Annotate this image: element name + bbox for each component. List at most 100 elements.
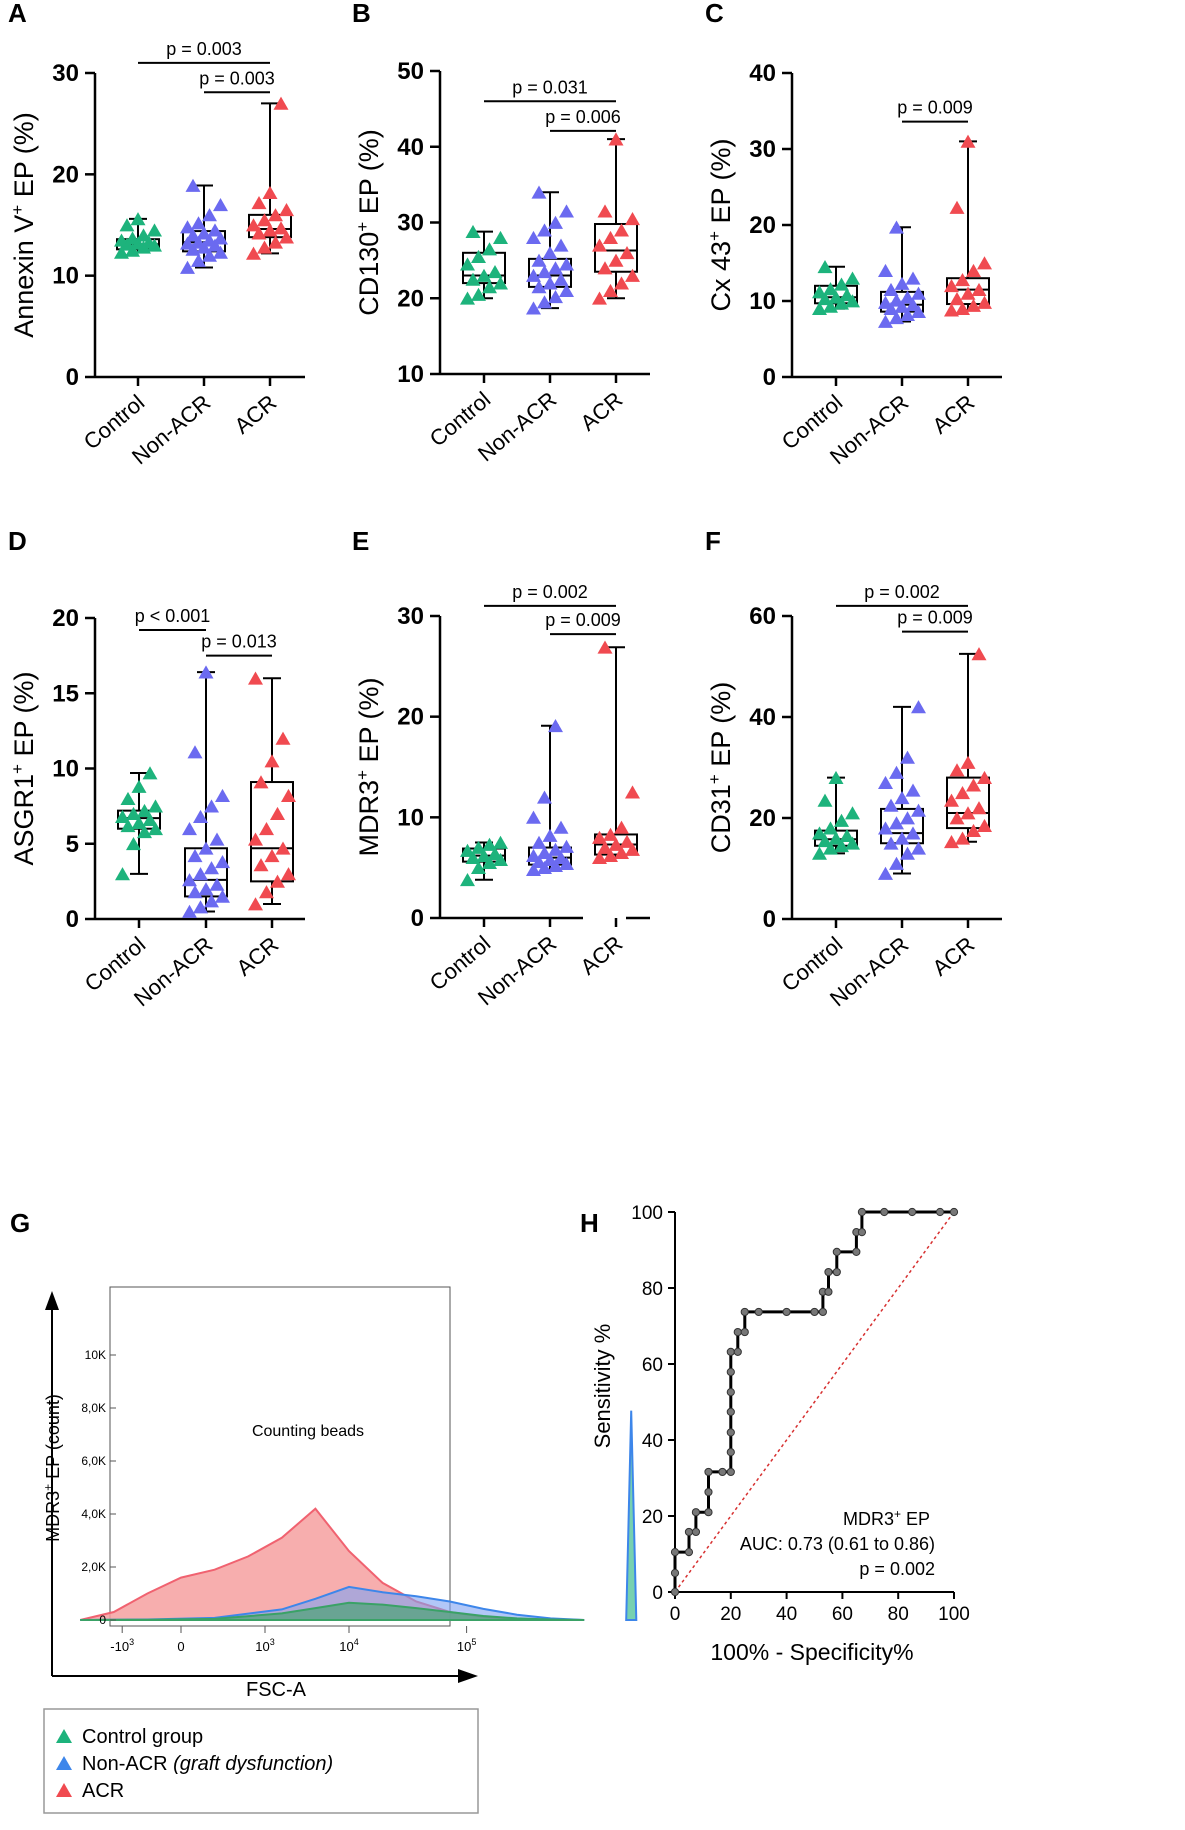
data-point <box>977 770 992 784</box>
data-point <box>949 763 965 777</box>
p-value-label: p = 0.006 <box>545 107 621 127</box>
data-point <box>526 810 541 824</box>
data-point <box>883 282 899 296</box>
roc-x-tick-label: 60 <box>832 1604 853 1625</box>
data-point <box>471 860 486 875</box>
data-point <box>625 785 640 799</box>
roc-point <box>857 1207 867 1217</box>
roc-x-tick-label: 80 <box>888 1604 909 1625</box>
roc-point <box>908 1207 917 1217</box>
y-axis-label: CD31+ EP (%) <box>705 682 736 854</box>
g-ylabel: MDR3+ EP (count) <box>41 1394 63 1542</box>
data-point <box>944 303 959 317</box>
p-value-label: p = 0.002 <box>512 582 588 602</box>
g-x-tick-label: 105 <box>457 1637 476 1654</box>
y-tick-label: 0 <box>66 906 79 933</box>
data-point <box>548 215 563 229</box>
y-tick-label: 5 <box>66 831 79 858</box>
data-point <box>264 849 280 863</box>
y-tick-label: 0 <box>763 364 776 391</box>
p-value-label: p = 0.002 <box>864 582 940 602</box>
data-point <box>812 301 827 315</box>
data-point <box>823 282 838 296</box>
roc-x-tick-label: 0 <box>670 1604 681 1625</box>
data-point <box>944 793 959 807</box>
data-point <box>960 806 976 820</box>
data-point <box>268 235 283 249</box>
y-axis-label: MDR3+ EP (%) <box>353 678 384 857</box>
legend-acr-marker <box>56 1783 72 1797</box>
panel-h: H 0 20 40 60 80 100 0 20 40 60 80 100 MDR3+ EP AUC:… <box>580 1203 970 1665</box>
data-point <box>944 834 959 849</box>
p-value-label: p = 0.003 <box>199 68 275 88</box>
data-point <box>476 268 492 282</box>
data-point <box>182 904 197 918</box>
data-point <box>251 195 267 210</box>
data-point <box>548 289 563 304</box>
data-point <box>136 228 151 242</box>
data-point <box>894 831 910 845</box>
data-point <box>625 211 640 226</box>
y-tick-label: 0 <box>763 906 776 933</box>
data-point <box>559 257 574 271</box>
data-point <box>465 272 481 286</box>
y-tick-label: 20 <box>397 704 424 731</box>
data-point <box>883 836 899 850</box>
data-point <box>592 291 607 305</box>
data-point <box>608 253 624 267</box>
roc-point <box>832 1267 841 1277</box>
data-point <box>955 786 970 800</box>
data-point <box>966 823 981 837</box>
data-point <box>977 256 992 270</box>
data-point <box>246 246 261 260</box>
histogram-control <box>80 1601 585 1621</box>
y-tick-label: 30 <box>52 60 79 87</box>
legend: Control group Non-ACR (graft dysfunction… <box>43 1708 479 1814</box>
data-point <box>114 233 129 247</box>
data-point <box>812 846 827 860</box>
data-point <box>526 862 541 877</box>
data-point <box>193 809 208 824</box>
y-tick-label: 10 <box>397 804 424 831</box>
data-point <box>531 835 547 849</box>
y-tick-label: 20 <box>52 605 79 632</box>
data-point <box>900 846 915 860</box>
data-point <box>911 700 926 714</box>
roc-point <box>733 1327 742 1337</box>
data-point <box>592 850 607 864</box>
data-point <box>248 671 263 685</box>
data-point <box>279 230 294 244</box>
data-point <box>900 750 915 764</box>
data-point <box>493 835 508 849</box>
category-label: ACR <box>232 932 284 981</box>
g-x-tick-label: 104 <box>339 1637 358 1654</box>
panel-letter-h: H <box>580 1208 599 1238</box>
data-point <box>559 283 574 298</box>
data-point <box>148 799 163 813</box>
data-point <box>894 276 910 290</box>
panel-letter-b: B <box>352 0 371 28</box>
p-value-label: p < 0.001 <box>135 606 211 626</box>
data-point <box>878 821 893 835</box>
data-point <box>966 778 981 792</box>
y-axis-label: ASGR1+ EP (%) <box>8 671 39 865</box>
data-point <box>828 770 844 784</box>
roc-content: 0 20 40 60 80 100 0 20 40 60 80 100 <box>631 1203 970 1625</box>
data-point <box>828 831 844 845</box>
roc-diagonal <box>674 1211 955 1593</box>
roc-point <box>704 1467 713 1477</box>
category-label: ACR <box>928 932 980 981</box>
data-point <box>460 872 475 887</box>
data-point <box>542 276 558 290</box>
data-point <box>905 783 921 797</box>
data-point <box>487 264 503 279</box>
data-point <box>198 882 214 896</box>
roc-point <box>726 1367 735 1377</box>
data-point <box>187 745 203 759</box>
roc-xlabel: 100% - Specificity% <box>710 1639 913 1665</box>
y-tick-label: 40 <box>397 134 424 161</box>
data-point <box>905 826 921 840</box>
data-point <box>911 841 926 855</box>
